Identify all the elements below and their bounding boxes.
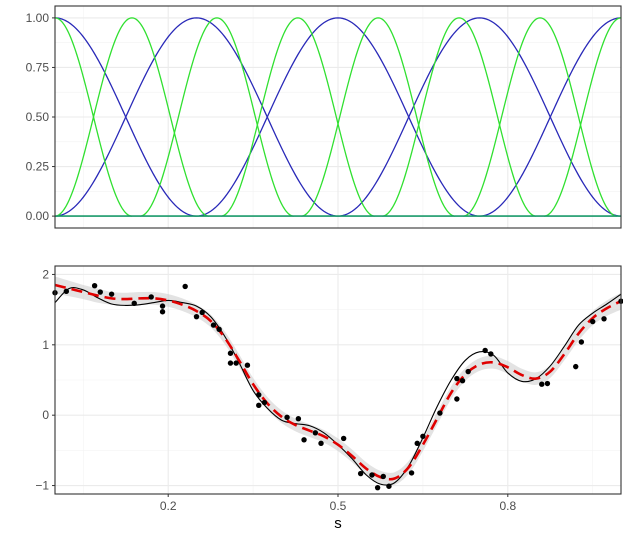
data-point xyxy=(91,283,98,289)
data-point xyxy=(437,410,443,416)
data-point xyxy=(295,416,302,422)
data-point xyxy=(63,288,70,295)
data-point xyxy=(159,309,166,315)
top-y-tick-label: 1.00 xyxy=(26,11,50,25)
top-y-tick-label: 0.50 xyxy=(26,110,50,124)
data-point xyxy=(261,399,268,406)
narrow-basis-curve xyxy=(543,17,622,217)
data-point xyxy=(539,381,545,387)
data-point xyxy=(340,435,347,442)
x-axis-title: s xyxy=(334,515,342,532)
narrow-basis-curve xyxy=(54,17,210,217)
data-point xyxy=(199,309,205,316)
data-point xyxy=(482,347,488,354)
data-point xyxy=(108,291,115,297)
data-point xyxy=(182,283,188,290)
narrow-basis-curve xyxy=(463,17,618,217)
data-point xyxy=(369,472,375,478)
data-point xyxy=(256,392,262,398)
bottom-x-tick-label: 0.5 xyxy=(330,499,347,513)
narrow-basis-curve xyxy=(382,17,537,217)
bottom-y-tick-label: −1 xyxy=(35,479,49,493)
data-point xyxy=(227,360,234,366)
narrow-basis-curve xyxy=(301,17,456,217)
top-panel-border xyxy=(54,5,622,229)
top-panel-basis-curves xyxy=(54,17,622,217)
bottom-y-tick-label: 1 xyxy=(42,338,49,352)
wide-basis-curve xyxy=(54,17,339,217)
wide-basis-curve xyxy=(337,17,622,217)
data-point xyxy=(408,470,415,476)
data-point xyxy=(374,484,381,491)
data-point xyxy=(97,289,103,295)
data-point xyxy=(318,440,324,447)
data-point xyxy=(210,322,217,328)
data-point xyxy=(454,375,460,382)
wide-basis-curve xyxy=(479,17,622,217)
data-point xyxy=(216,326,222,333)
data-point xyxy=(284,414,290,420)
narrow-basis-curve xyxy=(220,17,375,217)
data-point xyxy=(578,339,585,345)
data-point xyxy=(544,380,551,387)
data-point xyxy=(233,360,239,366)
fitted-curve xyxy=(54,283,622,481)
data-point xyxy=(488,351,494,357)
data-point xyxy=(148,294,154,300)
data-point xyxy=(380,473,386,480)
data-point xyxy=(301,437,307,443)
data-point xyxy=(357,470,364,477)
data-point xyxy=(420,433,426,439)
bottom-y-tick-label: 2 xyxy=(42,267,49,281)
data-point xyxy=(131,300,137,306)
data-point xyxy=(193,313,200,320)
data-point xyxy=(459,378,466,384)
bottom-panel-y-tick-labels: −1 0 1 2 xyxy=(35,267,55,493)
bottom-x-tick-label: 0.2 xyxy=(160,499,177,513)
observed-points xyxy=(52,283,623,491)
data-point xyxy=(573,363,579,370)
data-point xyxy=(590,318,596,325)
narrow-basis-curve xyxy=(139,17,294,217)
top-y-tick-label: 0.00 xyxy=(26,209,50,223)
data-point xyxy=(227,350,234,356)
top-panel-y-tick-labels: 0.00 0.25 0.50 0.75 1.00 xyxy=(26,11,55,223)
data-point xyxy=(454,396,460,402)
top-y-tick-label: 0.75 xyxy=(26,60,50,74)
wide-basis-curve xyxy=(196,17,480,217)
data-point xyxy=(256,402,262,409)
data-point xyxy=(601,316,607,322)
bottom-x-tick-label: 0.8 xyxy=(499,499,516,513)
data-point xyxy=(159,303,166,309)
top-panel: 0.00 0.25 0.50 0.75 1.00 xyxy=(26,5,622,229)
data-point xyxy=(414,440,420,447)
data-point xyxy=(244,362,251,368)
data-point xyxy=(465,368,471,375)
data-point xyxy=(312,430,319,436)
data-point xyxy=(386,483,392,489)
bottom-panel-border xyxy=(54,265,622,495)
top-panel-grid xyxy=(55,6,621,228)
top-y-tick-label: 0.25 xyxy=(26,160,50,174)
bottom-panel-x-tick-labels: 0.2 0.5 0.8 xyxy=(160,494,516,513)
bottom-y-tick-label: 0 xyxy=(42,408,49,422)
bottom-panel: −1 0 1 2 0.2 0.5 0.8 s xyxy=(35,265,623,532)
